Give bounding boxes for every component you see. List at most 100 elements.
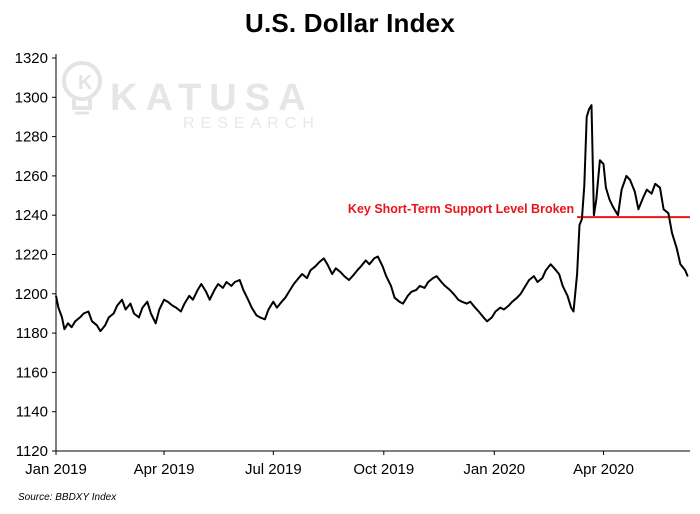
data-point — [520, 293, 522, 295]
data-point — [104, 324, 106, 326]
data-point — [398, 301, 400, 303]
data-point — [251, 307, 253, 309]
data-point — [382, 265, 384, 267]
y-tick-label: 1260 — [15, 168, 48, 185]
data-point — [576, 273, 578, 275]
data-point — [415, 289, 417, 291]
data-point — [687, 275, 689, 277]
data-point — [116, 305, 118, 307]
data-point — [499, 307, 501, 309]
data-point — [474, 307, 476, 309]
data-point — [595, 198, 597, 201]
data-point — [558, 273, 560, 275]
data-point — [621, 189, 623, 191]
data-point — [306, 277, 308, 279]
data-point — [264, 318, 266, 320]
data-point — [578, 224, 581, 226]
data-point — [205, 291, 207, 293]
y-tick-label: 1180 — [16, 325, 48, 342]
data-point — [478, 310, 480, 313]
data-point — [310, 269, 312, 271]
data-point — [545, 269, 547, 271]
data-point — [175, 307, 177, 309]
data-point — [61, 316, 63, 318]
data-point — [87, 310, 89, 313]
data-point — [550, 263, 552, 265]
data-point — [267, 308, 270, 311]
data-point — [533, 275, 535, 277]
data-point — [83, 312, 85, 315]
data-point — [562, 285, 564, 287]
data-point — [583, 185, 585, 187]
data-point — [516, 297, 518, 299]
data-point — [272, 301, 274, 303]
data-point — [593, 214, 595, 216]
data-point — [617, 214, 619, 216]
data-point — [368, 263, 370, 265]
data-point — [528, 279, 530, 281]
data-point — [284, 297, 286, 299]
data-point — [572, 310, 575, 313]
data-point — [676, 248, 678, 250]
x-tick-label: Apr 2020 — [573, 461, 634, 478]
data-point — [242, 289, 244, 291]
data-point — [108, 316, 110, 318]
data-point — [348, 279, 350, 281]
data-point — [461, 301, 463, 303]
data-point — [394, 297, 396, 299]
data-point — [491, 316, 493, 318]
data-point — [646, 189, 648, 191]
x-tick-label: Jul 2019 — [245, 461, 302, 478]
dollar-index-line — [55, 104, 689, 333]
watermark-brand: KATUSA — [110, 77, 314, 119]
data-point — [79, 316, 81, 318]
data-point — [427, 281, 429, 283]
data-point — [163, 299, 165, 301]
data-point — [469, 301, 471, 303]
data-point — [276, 307, 278, 309]
data-point — [192, 299, 194, 301]
data-point — [503, 308, 505, 311]
data-point — [424, 287, 426, 289]
data-point — [255, 314, 258, 316]
data-point — [390, 285, 392, 287]
data-point — [482, 316, 485, 318]
data-point — [239, 279, 241, 281]
data-point — [331, 273, 333, 275]
data-point — [71, 326, 73, 328]
data-point — [419, 285, 421, 287]
data-point — [234, 281, 236, 283]
data-point — [586, 116, 588, 118]
data-point — [457, 299, 459, 301]
data-point — [217, 283, 219, 285]
data-point — [642, 196, 644, 199]
data-point — [259, 316, 261, 318]
data-point — [524, 285, 527, 287]
data-point — [511, 301, 513, 303]
data-point — [180, 310, 182, 313]
data-point — [679, 263, 682, 265]
data-point — [629, 179, 631, 181]
data-point — [352, 275, 354, 277]
y-tick-label: 1280 — [15, 129, 48, 146]
data-point — [125, 308, 127, 311]
data-point — [155, 322, 157, 324]
data-point — [318, 261, 320, 263]
support-level-label: Key Short-Term Support Level Broken — [348, 202, 574, 216]
data-point — [335, 267, 337, 269]
data-point — [247, 299, 249, 301]
source-note: Source: BBDXY Index — [18, 492, 117, 503]
data-point — [183, 303, 186, 305]
data-point — [541, 277, 543, 279]
data-point — [326, 263, 328, 265]
data-point — [314, 265, 316, 267]
data-point — [608, 198, 611, 201]
data-point — [373, 257, 375, 259]
data-point — [581, 218, 583, 220]
data-point — [67, 322, 69, 324]
y-tick-label: 1120 — [16, 443, 48, 460]
data-point — [298, 277, 300, 279]
data-point — [99, 330, 101, 332]
data-point — [599, 159, 601, 161]
